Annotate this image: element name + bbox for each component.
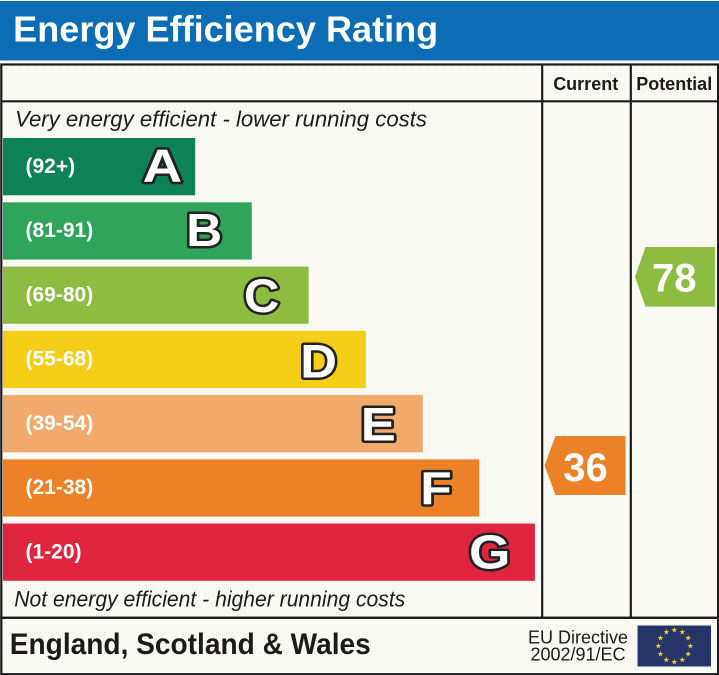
- svg-text:36: 36: [563, 446, 608, 490]
- svg-text:(1-20): (1-20): [26, 540, 82, 563]
- svg-text:Energy Efficiency Rating: Energy Efficiency Rating: [13, 9, 438, 50]
- svg-text:(55-68): (55-68): [26, 348, 94, 371]
- svg-text:B: B: [186, 206, 222, 257]
- svg-text:(21-38): (21-38): [26, 476, 94, 499]
- svg-text:Very energy efficient - lower: Very energy efficient - lower running co…: [15, 106, 427, 131]
- svg-text:EU Directive: EU Directive: [528, 628, 628, 648]
- svg-text:Not energy efficient - higher: Not energy efficient - higher running co…: [14, 586, 405, 611]
- svg-text:G: G: [469, 525, 510, 579]
- svg-text:2002/91/EC: 2002/91/EC: [530, 645, 625, 665]
- svg-text:E: E: [361, 398, 396, 451]
- svg-text:Current: Current: [553, 74, 618, 94]
- svg-text:F: F: [420, 464, 451, 515]
- svg-text:C: C: [244, 270, 279, 323]
- svg-text:England, Scotland & Wales: England, Scotland & Wales: [10, 628, 371, 661]
- svg-text:(69-80): (69-80): [26, 283, 94, 306]
- svg-text:(81-91): (81-91): [26, 219, 94, 242]
- svg-text:D: D: [300, 335, 337, 388]
- svg-text:A: A: [143, 140, 183, 192]
- svg-text:78: 78: [652, 257, 697, 301]
- svg-text:Potential: Potential: [636, 74, 712, 94]
- svg-text:(39-54): (39-54): [26, 412, 94, 435]
- svg-text:(92+): (92+): [26, 155, 76, 178]
